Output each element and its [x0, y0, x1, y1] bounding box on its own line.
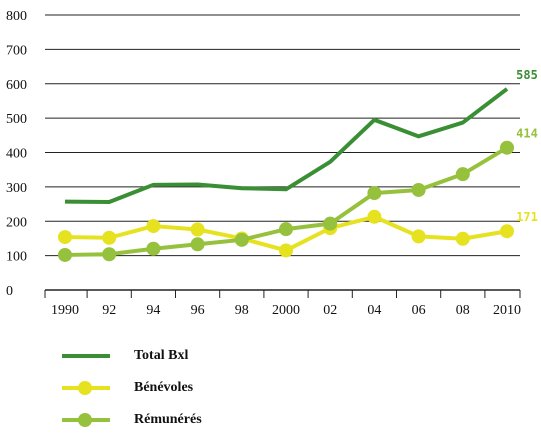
x-tick-label: 94	[146, 303, 160, 318]
y-tick-label: 500	[6, 112, 27, 127]
data-point	[411, 182, 426, 197]
x-axis: 1990 92 94 96 98 2000 02 04 06 08 2010	[44, 289, 521, 318]
line-chart: 0 100 200 300 400 500 600 700 800 1990 92 94 96 98 20…	[6, 9, 538, 318]
series-line-0	[64, 87, 509, 204]
y-axis-ticks: 0 100 200 300 400 500 600 700 800	[6, 9, 27, 299]
data-point	[58, 247, 72, 262]
x-tick-label: 92	[102, 303, 116, 318]
end-label-1: 171	[516, 210, 538, 224]
end-label-0: 585	[516, 68, 538, 82]
legend-item-benevoles: Bénévoles	[62, 372, 202, 404]
data-point	[190, 222, 205, 237]
data-point	[146, 241, 161, 256]
data-point	[411, 229, 426, 244]
legend-swatch-remuneres	[62, 412, 110, 428]
data-point	[234, 232, 249, 247]
data-point	[455, 231, 470, 246]
x-tick-label: 08	[456, 303, 470, 318]
x-tick-label: 06	[412, 303, 426, 318]
end-labels: 585 171 414	[516, 68, 538, 224]
series-group	[58, 87, 514, 262]
legend-item-total: Total Bxl	[62, 340, 202, 372]
legend-item-remuneres: Rémunérés	[62, 404, 202, 436]
x-tick-label: 96	[191, 303, 205, 318]
data-point	[279, 222, 293, 237]
x-tick-label: 2010	[493, 303, 521, 318]
data-point	[102, 230, 117, 245]
y-tick-label: 700	[6, 43, 27, 58]
y-tick-label: 200	[6, 215, 27, 230]
legend-label-remuneres: Rémunérés	[134, 412, 202, 427]
data-point	[279, 243, 293, 258]
data-point	[323, 216, 338, 231]
x-tick-label: 04	[367, 303, 381, 318]
legend-swatch-total	[62, 348, 110, 364]
y-tick-label: 100	[6, 250, 27, 265]
y-tick-label: 300	[6, 181, 27, 196]
data-point	[58, 230, 72, 245]
x-tick-label: 1990	[51, 303, 79, 318]
legend: Total Bxl Bénévoles Rémunérés	[62, 340, 202, 436]
gridlines	[45, 14, 520, 257]
data-point	[500, 140, 514, 155]
legend-label-benevoles: Bénévoles	[134, 380, 194, 395]
x-tick-label: 02	[323, 303, 337, 318]
x-tick-label: 98	[235, 303, 249, 318]
y-tick-label: 0	[6, 284, 13, 299]
data-point	[367, 186, 382, 201]
legend-swatch-benevoles	[62, 380, 110, 396]
y-tick-label: 600	[6, 78, 27, 93]
data-point	[367, 209, 382, 224]
y-tick-label: 800	[6, 9, 27, 24]
data-point	[455, 167, 470, 182]
data-point	[102, 247, 117, 262]
end-label-2: 414	[516, 127, 538, 141]
data-point	[190, 237, 205, 252]
data-point	[146, 219, 161, 234]
y-tick-label: 400	[6, 147, 27, 162]
data-point	[500, 224, 514, 239]
x-tick-label: 2000	[272, 303, 300, 318]
legend-label-total: Total Bxl	[134, 348, 189, 363]
